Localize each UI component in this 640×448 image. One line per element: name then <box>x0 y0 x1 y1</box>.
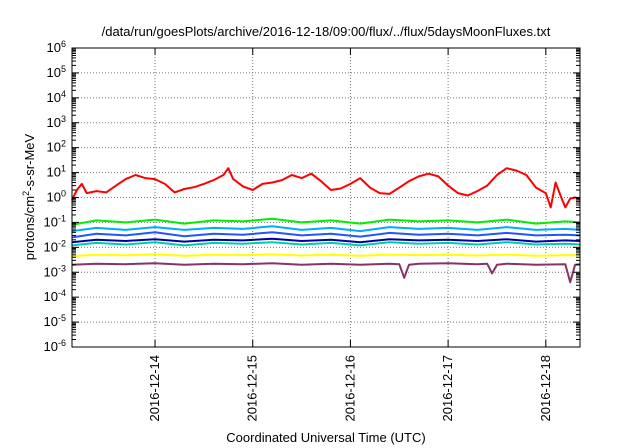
y-tick-label: 10-4 <box>44 288 66 304</box>
y-tick-label: 101 <box>47 164 66 180</box>
y-axis-label-main: protons/cm <box>22 196 37 260</box>
y-tick-label: 100 <box>47 189 66 205</box>
series-line <box>71 231 581 239</box>
y-tick-label: 10-6 <box>44 338 66 354</box>
y-tick-label: 105 <box>47 64 66 80</box>
y-tick-label: 103 <box>47 114 66 130</box>
x-tick-label: 2016-12-14 <box>147 355 162 422</box>
y-axis-label: protons/cm2-s-sr-MeV <box>21 133 37 260</box>
series-line <box>71 217 581 226</box>
x-axis-label: Coordinated Universal Time (UTC) <box>226 430 425 445</box>
y-axis-label-suffix: -s-sr-MeV <box>22 133 37 190</box>
series-line <box>71 237 581 244</box>
series-line <box>71 253 581 257</box>
grid <box>72 48 580 347</box>
y-tick-label: 10-2 <box>44 238 66 254</box>
series-line <box>71 262 581 284</box>
y-tick-label: 104 <box>47 89 66 105</box>
x-ticks: 2016-12-14 2016-12-15 2016-12-16 2016-12-17… <box>147 48 553 422</box>
series-line <box>71 167 581 209</box>
x-tick-label: 2016-12-16 <box>342 355 357 422</box>
y-tick-label: 106 <box>47 39 66 55</box>
y-tick-label: 102 <box>47 139 66 155</box>
y-axis-label-exponent: 2 <box>21 191 31 196</box>
plot-frame <box>71 47 581 348</box>
series-group <box>71 167 581 284</box>
y-tick-label: 10-5 <box>44 313 66 329</box>
x-tick-label: 2016-12-18 <box>538 355 553 422</box>
y-tick-label: 10-3 <box>44 263 66 279</box>
y-tick-label: 10-1 <box>44 213 66 229</box>
x-tick-label: 2016-12-17 <box>440 355 455 422</box>
x-tick-label: 2016-12-15 <box>245 355 260 422</box>
y-ticks: 10-6 10-5 10-4 10-3 10-2 10-1 100 101 102 103 104 1… <box>44 39 580 354</box>
chart-title: /data/run/goesPlots/archive/2016-12-18/0… <box>102 24 551 39</box>
series-line <box>71 225 581 233</box>
series-line <box>71 241 581 247</box>
